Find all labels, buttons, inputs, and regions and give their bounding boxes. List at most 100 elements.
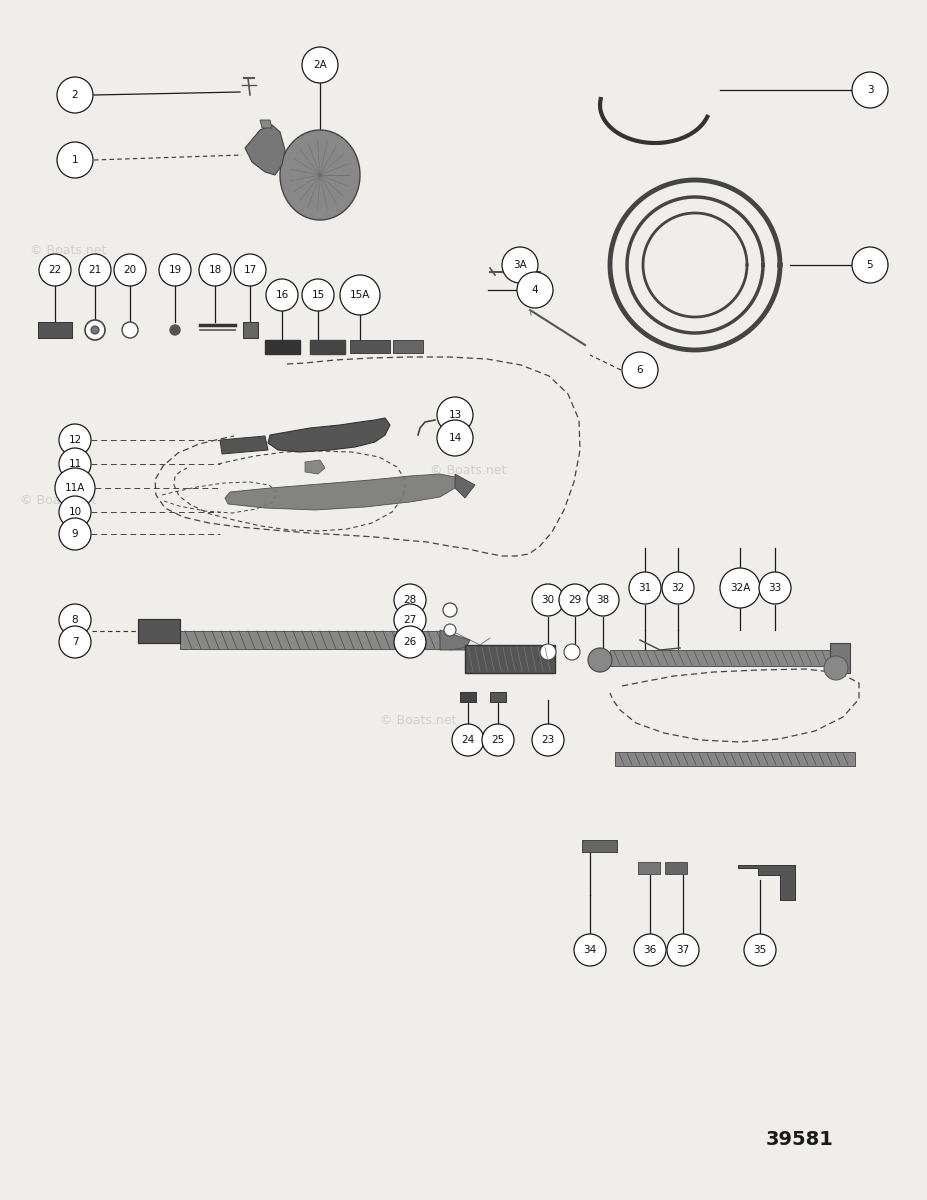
Circle shape xyxy=(621,352,657,388)
Text: 2: 2 xyxy=(71,90,78,100)
Circle shape xyxy=(437,420,473,456)
Text: 38: 38 xyxy=(596,595,609,605)
Circle shape xyxy=(59,496,91,528)
Polygon shape xyxy=(265,340,299,354)
Text: 19: 19 xyxy=(168,265,182,275)
Bar xyxy=(489,692,505,702)
Text: 14: 14 xyxy=(448,433,461,443)
Circle shape xyxy=(266,280,298,311)
Circle shape xyxy=(198,254,231,286)
Polygon shape xyxy=(220,436,268,454)
Text: 18: 18 xyxy=(209,265,222,275)
Circle shape xyxy=(170,325,180,335)
Circle shape xyxy=(531,584,564,616)
Text: 11: 11 xyxy=(69,458,82,469)
Text: 7: 7 xyxy=(71,637,78,647)
Text: 31: 31 xyxy=(638,583,651,593)
Bar xyxy=(615,752,854,766)
Circle shape xyxy=(558,584,590,616)
Circle shape xyxy=(587,584,618,616)
Polygon shape xyxy=(737,865,794,900)
Text: 32A: 32A xyxy=(729,583,749,593)
Text: 34: 34 xyxy=(583,944,596,955)
Text: 4: 4 xyxy=(531,286,538,295)
Circle shape xyxy=(451,724,484,756)
Circle shape xyxy=(57,77,93,113)
Circle shape xyxy=(39,254,71,286)
Circle shape xyxy=(394,584,425,616)
Circle shape xyxy=(234,254,266,286)
Text: © Boats.net: © Boats.net xyxy=(379,714,456,726)
Text: 33: 33 xyxy=(768,583,781,593)
Bar xyxy=(638,862,659,874)
Circle shape xyxy=(339,275,379,316)
Polygon shape xyxy=(224,474,460,510)
Circle shape xyxy=(394,604,425,636)
Text: 8: 8 xyxy=(71,614,78,625)
Text: 15A: 15A xyxy=(349,290,370,300)
Text: 24: 24 xyxy=(461,734,474,745)
Circle shape xyxy=(481,724,514,756)
Polygon shape xyxy=(454,474,475,498)
Text: 3A: 3A xyxy=(513,260,527,270)
Circle shape xyxy=(588,648,611,672)
Text: 2A: 2A xyxy=(312,60,326,70)
Text: 25: 25 xyxy=(490,734,504,745)
Text: 15: 15 xyxy=(311,290,324,300)
Text: 37: 37 xyxy=(676,944,689,955)
Circle shape xyxy=(114,254,146,286)
Text: 36: 36 xyxy=(642,944,656,955)
Circle shape xyxy=(91,326,99,334)
Circle shape xyxy=(629,572,660,604)
Circle shape xyxy=(574,934,605,966)
Circle shape xyxy=(394,626,425,658)
Circle shape xyxy=(59,626,91,658)
Polygon shape xyxy=(245,125,285,175)
Text: 13: 13 xyxy=(448,410,461,420)
Text: 21: 21 xyxy=(88,265,102,275)
Circle shape xyxy=(59,448,91,480)
Circle shape xyxy=(823,656,847,680)
Circle shape xyxy=(540,644,555,660)
Text: 30: 30 xyxy=(540,595,554,605)
Text: 32: 32 xyxy=(670,583,684,593)
Circle shape xyxy=(55,468,95,508)
Text: 26: 26 xyxy=(403,637,416,647)
Circle shape xyxy=(758,572,790,604)
Circle shape xyxy=(301,47,337,83)
Text: 3: 3 xyxy=(866,85,872,95)
Circle shape xyxy=(743,934,775,966)
Circle shape xyxy=(502,247,538,283)
Text: 23: 23 xyxy=(540,734,554,745)
Text: 6: 6 xyxy=(636,365,642,374)
Circle shape xyxy=(85,320,105,340)
Text: © Boats.net: © Boats.net xyxy=(20,493,96,506)
Bar xyxy=(180,631,450,649)
Text: 12: 12 xyxy=(69,434,82,445)
Text: © Boats.net: © Boats.net xyxy=(429,463,506,476)
Text: 28: 28 xyxy=(403,595,416,605)
Bar xyxy=(243,322,258,338)
Polygon shape xyxy=(260,120,272,128)
Text: 5: 5 xyxy=(866,260,872,270)
Polygon shape xyxy=(439,630,469,650)
Circle shape xyxy=(121,322,138,338)
Circle shape xyxy=(851,247,887,283)
Text: 10: 10 xyxy=(69,506,82,517)
Circle shape xyxy=(437,397,473,433)
Text: © Boats.net: © Boats.net xyxy=(30,244,107,257)
Polygon shape xyxy=(268,418,389,452)
Bar xyxy=(581,840,616,852)
Text: 29: 29 xyxy=(567,595,581,605)
Text: 39581: 39581 xyxy=(765,1130,833,1150)
Circle shape xyxy=(661,572,693,604)
Circle shape xyxy=(57,142,93,178)
Circle shape xyxy=(59,424,91,456)
Text: 11A: 11A xyxy=(65,482,85,493)
Text: 16: 16 xyxy=(275,290,288,300)
Circle shape xyxy=(59,518,91,550)
Circle shape xyxy=(851,72,887,108)
Bar xyxy=(464,646,554,673)
Bar xyxy=(665,862,686,874)
Text: 35: 35 xyxy=(753,944,766,955)
